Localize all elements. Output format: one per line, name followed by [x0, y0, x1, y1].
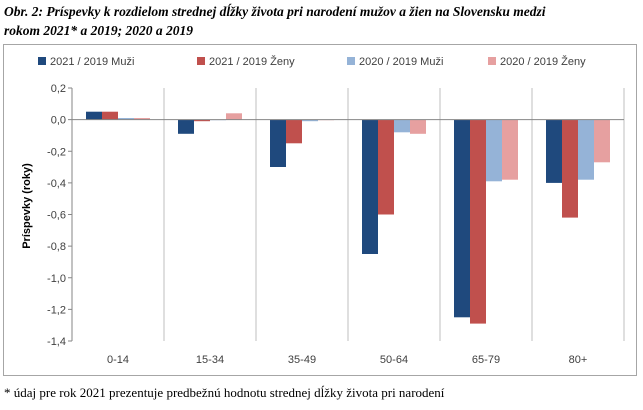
- x-tick-label: 65-79: [472, 354, 500, 366]
- bar-0-14-series-4: [134, 118, 150, 120]
- legend: 2021 / 2019 Muži 2021 / 2019 Ženy 2020 / 2…: [38, 55, 586, 68]
- bar-80+-series-1: [546, 119, 562, 183]
- bar-15-34-series-2: [194, 119, 210, 122]
- bars: [86, 111, 610, 324]
- axes: [68, 87, 624, 342]
- x-tick-label: 80+: [569, 354, 588, 366]
- y-tick-label: -0,6: [47, 210, 66, 222]
- y-tick-label: 0,0: [51, 115, 66, 127]
- y-tick-label: -1,0: [47, 273, 66, 285]
- y-tick-label: -1,4: [47, 336, 66, 348]
- bar-0-14-series-2: [102, 111, 118, 120]
- legend-label-4: 2020 / 2019 Ženy: [500, 55, 586, 68]
- bar-35-49-series-2: [286, 119, 302, 144]
- x-tick-label: 35-49: [288, 354, 316, 366]
- bar-0-14-series-1: [86, 111, 102, 120]
- bar-50-64-series-3: [394, 119, 410, 133]
- bar-50-64-series-2: [378, 119, 394, 215]
- bar-80+-series-4: [594, 119, 610, 163]
- chart-frame: [3, 44, 637, 376]
- chart-title-line-1: Obr. 2: Príspevky k rozdielom strednej d…: [4, 4, 546, 19]
- category-separators: [71, 88, 625, 341]
- footnote: * údaj pre rok 2021 prezentuje predbežnú…: [4, 385, 445, 400]
- y-tick-label: 0,2: [51, 83, 66, 95]
- x-tick-label: 50-64: [380, 354, 408, 366]
- bar-0-14-series-3: [118, 118, 134, 120]
- legend-swatch-4: [488, 57, 496, 65]
- bar-65-79-series-1: [454, 119, 470, 318]
- legend-label-3: 2020 / 2019 Muži: [359, 56, 443, 68]
- bar-50-64-series-4: [410, 119, 426, 134]
- y-tick-labels: 0,2 0,0 -0,2 -0,4 -0,6 -0,8 -1,0 -1,2 -1,4: [47, 83, 66, 348]
- x-tick-label: 0-14: [107, 354, 129, 366]
- bar-35-49-series-1: [270, 119, 286, 167]
- legend-label-1: 2021 / 2019 Muži: [50, 56, 134, 68]
- y-tick-label: -0,8: [47, 241, 66, 253]
- x-tick-labels: 0-14 15-34 35-49 50-64 65-79 80+: [107, 354, 587, 366]
- y-tick-label: -0,4: [47, 178, 66, 190]
- legend-swatch-3: [347, 57, 355, 65]
- y-tick-label: -0,2: [47, 146, 66, 158]
- bar-35-49-series-3: [302, 119, 318, 122]
- bar-65-79-series-3: [486, 119, 502, 182]
- chart-title-line-2: rokom 2021* a 2019; 2020 a 2019: [4, 23, 193, 38]
- bar-80+-series-2: [562, 119, 578, 218]
- bar-80+-series-3: [578, 119, 594, 180]
- legend-swatch-1: [38, 57, 46, 65]
- x-tick-label: 15-34: [196, 354, 224, 366]
- legend-label-2: 2021 / 2019 Ženy: [209, 55, 295, 68]
- y-tick-label: -1,2: [47, 304, 66, 316]
- bar-65-79-series-2: [470, 119, 486, 324]
- bar-65-79-series-4: [502, 119, 518, 180]
- bar-50-64-series-1: [362, 119, 378, 254]
- bar-15-34-series-4: [226, 113, 242, 120]
- y-axis-label: Príspevky (roky): [21, 163, 33, 249]
- bar-15-34-series-1: [178, 119, 194, 134]
- legend-swatch-2: [197, 57, 205, 65]
- chart-title: Obr. 2: Príspevky k rozdielom strednej d…: [4, 2, 640, 40]
